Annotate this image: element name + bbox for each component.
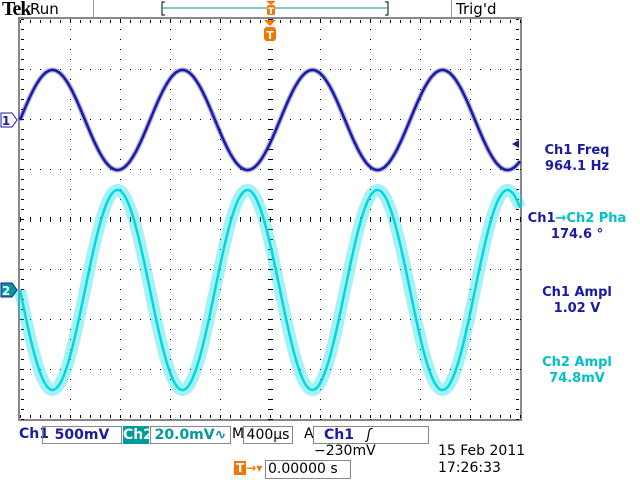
tek-logo: Tek (2, 0, 31, 20)
trigger-marker-icon[interactable]: T (264, 20, 276, 42)
ch1-label[interactable]: Ch1 (19, 426, 49, 442)
measurement-ch1-ampl: Ch1 Ampl 1.02 V (518, 285, 636, 317)
ch1-scale[interactable]: 500mV (42, 426, 122, 444)
trigger-level-marker[interactable] (512, 140, 519, 148)
waveform-display[interactable]: 1 2 T (0, 0, 640, 425)
time: 17:26:33 (438, 460, 501, 476)
measurement-value: 174.6 ° (550, 227, 604, 242)
timebase-scale[interactable]: 400µs (243, 426, 293, 444)
acquisition-state: Run (30, 0, 59, 18)
measurement-value: 1.02 V (553, 301, 601, 316)
svg-text:T: T (266, 29, 274, 42)
arrow-icon: → (555, 211, 567, 226)
measurement-label: Ch1 (527, 211, 556, 226)
ch2-waveform (18, 188, 522, 392)
timebase-label: M (232, 426, 245, 442)
measurement-ch1-freq: Ch1 Freq 964.1 Hz (518, 143, 636, 175)
trigger-offset-icon: T →▾ (234, 461, 263, 475)
svg-text:2: 2 (2, 284, 10, 298)
ch2-scale[interactable]: 20.0mV∿ (150, 426, 231, 444)
measurement-ch2-ampl: Ch2 Ampl 74.8mV (518, 355, 636, 387)
trigger-status: Trig'd (456, 0, 497, 18)
measurement-phase: Ch1→Ch2 Pha 174.6 ° (518, 211, 636, 243)
measurement-value: 964.1 Hz (544, 159, 610, 174)
ch2-label[interactable]: Ch2 (123, 426, 153, 444)
trigger-position-icon: T (266, 1, 276, 17)
measurement-label: Ch2 Pha (566, 211, 627, 226)
trigger-settings[interactable]: Ch1 ʃ −230mV (313, 426, 429, 459)
divider (93, 0, 94, 18)
measurement-value: 74.8mV (549, 371, 605, 386)
ch1-waveform (18, 68, 522, 172)
measurement-label: Ch2 Ampl (542, 355, 612, 370)
trigger-position-readout[interactable]: 0.00000 s (265, 460, 351, 479)
measurement-label: Ch1 Freq (544, 143, 610, 158)
trigger-mode: A (304, 426, 314, 442)
trigger-source: Ch1 (324, 427, 354, 443)
measurement-label: Ch1 Ampl (542, 285, 612, 300)
rising-edge-icon: ʃ (366, 427, 372, 443)
divider (451, 0, 452, 18)
svg-text:T: T (268, 7, 275, 17)
date: 15 Feb 2011 (438, 443, 526, 459)
record-view-bar[interactable]: T (160, 0, 390, 18)
ch1-ground-marker[interactable]: 1 (0, 112, 18, 128)
ch2-ground-marker[interactable]: 2 (0, 282, 18, 298)
svg-text:1: 1 (2, 114, 10, 128)
trigger-level: −230mV (314, 443, 376, 459)
